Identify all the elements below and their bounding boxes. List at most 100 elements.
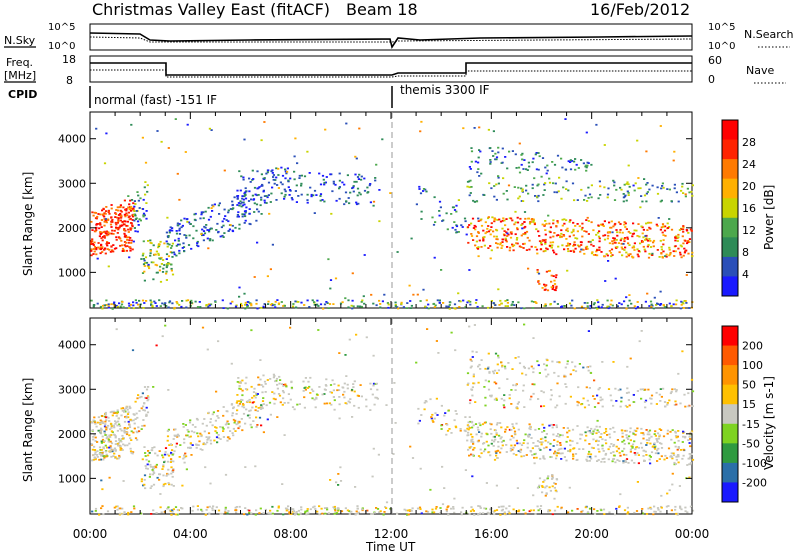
range-cell [645, 444, 648, 446]
range-cell [649, 456, 652, 458]
range-cell [170, 472, 173, 475]
range-cell [168, 300, 172, 303]
range-cell [110, 226, 113, 228]
range-cell [508, 397, 511, 400]
range-cell [168, 231, 171, 234]
range-cell [419, 467, 422, 470]
range-cell [564, 383, 567, 385]
range-cell [537, 364, 540, 367]
range-cell [352, 383, 355, 385]
range-cell [483, 236, 486, 238]
range-cell [651, 445, 654, 448]
range-cell [155, 305, 158, 307]
range-cell [634, 448, 637, 451]
range-cell [548, 424, 551, 427]
range-cell [101, 213, 104, 216]
range-cell [675, 436, 678, 439]
range-cell [125, 208, 128, 210]
range-cell [269, 201, 272, 203]
range-cell [647, 256, 651, 259]
range-cell [93, 416, 96, 419]
range-cell [580, 188, 583, 191]
range-cell [604, 439, 607, 441]
range-cell [685, 274, 688, 276]
range-cell [149, 252, 152, 255]
range-cell [153, 253, 156, 256]
range-cell [284, 168, 287, 171]
range-cell [627, 511, 630, 514]
range-cell [653, 505, 656, 508]
range-cell [130, 511, 133, 513]
range-cell [656, 186, 659, 189]
range-cell [355, 201, 358, 204]
range-cell [439, 507, 442, 509]
range-cell [484, 232, 487, 235]
range-cell [539, 457, 542, 460]
range-cell [690, 230, 693, 232]
range-cell [131, 248, 134, 251]
range-cell [643, 178, 646, 180]
range-cell [335, 199, 338, 202]
range-cell [497, 441, 500, 443]
range-cell [470, 506, 473, 508]
range-cell [347, 299, 350, 302]
range-cell [554, 182, 557, 185]
range-cell [557, 245, 560, 248]
range-cell [628, 404, 631, 407]
range-cell [276, 509, 279, 512]
range-cell [594, 455, 597, 458]
range-cell [170, 466, 173, 469]
range-cell [121, 250, 124, 252]
range-cell [690, 190, 693, 193]
range-cell [107, 438, 111, 441]
range-cell [145, 413, 148, 416]
range-cell [534, 452, 537, 455]
range-cell [223, 208, 226, 211]
range-cell [198, 301, 201, 303]
range-cell [676, 454, 680, 456]
range-cell [165, 266, 168, 269]
range-cell [420, 218, 423, 220]
range-cell [497, 146, 500, 149]
range-cell [366, 191, 369, 194]
range-cell [541, 287, 544, 289]
range-cell [178, 304, 181, 306]
range-cell [598, 246, 601, 249]
range-cell [684, 240, 687, 242]
range-cell [627, 192, 630, 194]
range-cell [503, 512, 506, 515]
range-cell [662, 435, 666, 438]
range-cell [121, 244, 124, 247]
range-cell [522, 243, 525, 245]
range-cell [563, 374, 566, 377]
range-cell [649, 462, 652, 465]
range-cell [559, 442, 562, 444]
range-cell [251, 194, 254, 197]
range-cell [118, 438, 121, 440]
range-cell [616, 246, 619, 248]
range-cell [180, 226, 183, 229]
range-cell [173, 306, 176, 309]
range-cell [540, 242, 543, 244]
range-cell [325, 507, 329, 509]
range-cell [479, 424, 482, 427]
range-cell [115, 226, 118, 229]
x-tick-label: 20:00 [574, 527, 609, 541]
range-cell [356, 505, 359, 507]
range-cell [172, 508, 175, 511]
range-cell [478, 239, 481, 242]
range-cell [597, 431, 600, 433]
range-cell [641, 200, 644, 203]
range-cell [344, 354, 347, 356]
range-cell [104, 413, 107, 416]
range-cell [668, 302, 671, 305]
range-cell [148, 476, 151, 478]
range-cell [260, 384, 263, 386]
range-cell [655, 391, 658, 394]
range-cell [231, 203, 234, 206]
range-cell [596, 510, 599, 512]
range-cell [125, 416, 128, 419]
range-cell [152, 386, 155, 388]
range-cell [233, 421, 236, 424]
range-cell [174, 513, 177, 516]
